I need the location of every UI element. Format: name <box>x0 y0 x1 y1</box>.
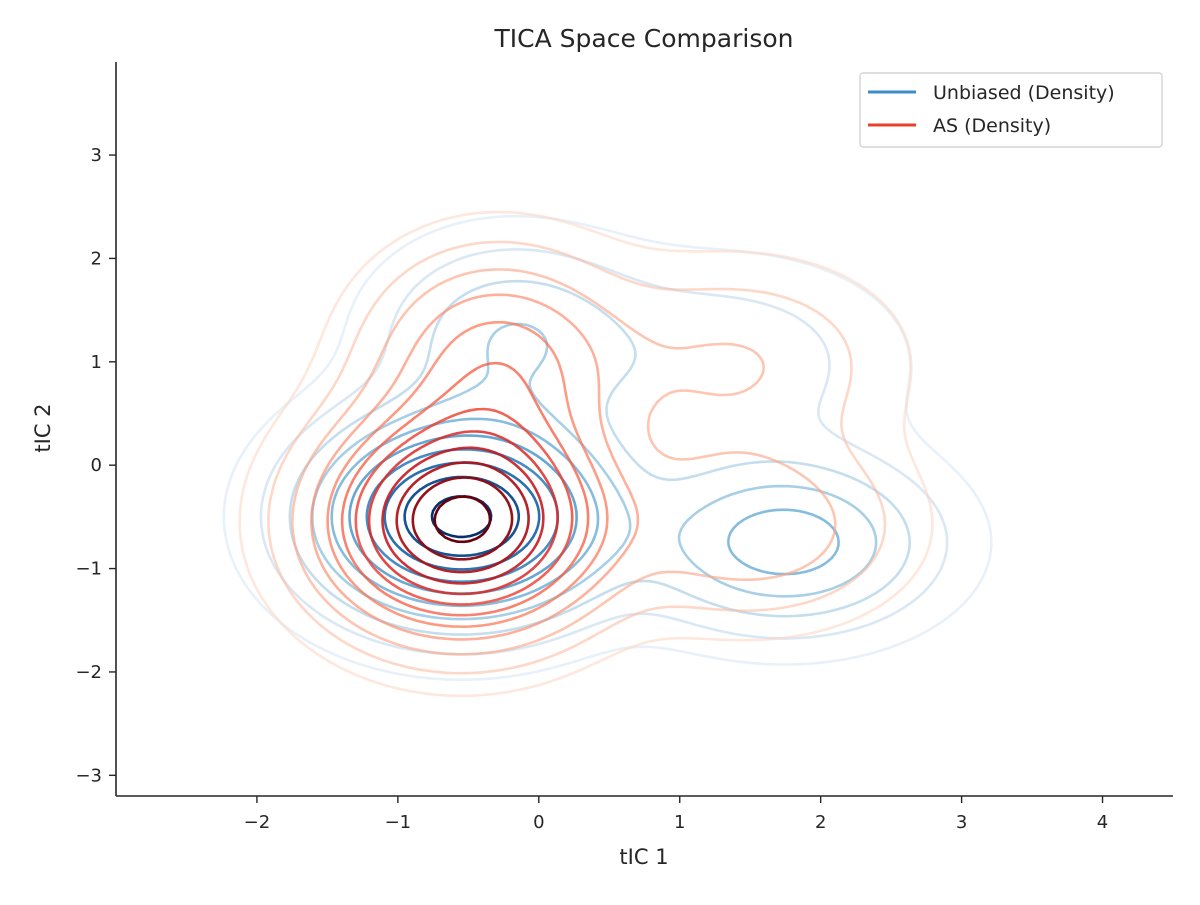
legend: Unbiased (Density) AS (Density) <box>859 72 1163 148</box>
contour-line-unbiased <box>288 279 911 636</box>
axes-layer <box>115 62 1173 797</box>
x-tick-label: 2 <box>815 812 826 833</box>
x-tick-label: 4 <box>1097 812 1108 833</box>
contour-line-as <box>381 446 545 585</box>
contour-line-as <box>433 495 492 544</box>
x-tick-label: 0 <box>533 812 544 833</box>
x-tick-label: −1 <box>385 812 412 833</box>
y-tick-label: −1 <box>75 559 102 580</box>
contour-line-as <box>267 240 887 675</box>
contour-line-as <box>411 476 514 561</box>
contour-line-as <box>340 361 590 617</box>
contour-group-1 <box>238 210 934 698</box>
contour-line-as <box>310 293 640 641</box>
contour-line-as <box>395 461 530 574</box>
x-tick-label: 3 <box>956 812 967 833</box>
chart-title: TICA Space Comparison <box>494 24 794 53</box>
x-axis-label: tIC 1 <box>619 845 668 869</box>
y-tick-label: −2 <box>75 662 102 683</box>
y-tick-label: −3 <box>75 765 102 786</box>
y-axis-label: tIC 2 <box>31 403 55 452</box>
y-tick-label: 0 <box>91 455 102 476</box>
contour-line-as <box>238 210 934 698</box>
contour-line-unbiased <box>383 461 541 571</box>
ticks-layer: −2 −1 0 1 2 3 4 −3 −2 −1 0 1 2 3 <box>75 145 1108 833</box>
legend-label-as: AS (Density) <box>933 115 1051 137</box>
legend-frame <box>859 72 1163 148</box>
legend-label-unbiased: Unbiased (Density) <box>933 82 1115 104</box>
contour-line-as <box>326 320 609 628</box>
y-tick-label: 1 <box>91 352 102 373</box>
y-tick-label: 3 <box>91 145 102 166</box>
contour-line-as <box>291 268 837 656</box>
x-tick-label: 1 <box>674 812 685 833</box>
contours-layer <box>222 210 993 698</box>
contour-line-as <box>354 407 574 606</box>
contour-line-unbiased <box>222 214 993 681</box>
y-tick-label: 2 <box>91 248 102 269</box>
contour-line-as <box>367 430 559 596</box>
x-tick-label: −2 <box>244 812 271 833</box>
